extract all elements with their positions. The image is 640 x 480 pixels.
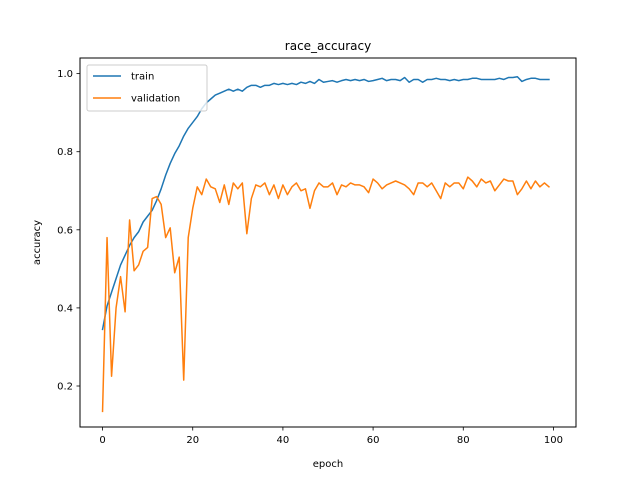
x-tick-label: 20 — [186, 435, 199, 446]
x-tick-label: 80 — [457, 435, 470, 446]
y-axis-label: accuracy — [32, 220, 43, 265]
legend-label-train: train — [131, 72, 154, 83]
x-tick-label: 100 — [544, 435, 563, 446]
legend: train validation — [86, 64, 208, 112]
y-tick-label: 0.4 — [57, 303, 73, 314]
series-line-train — [101, 75, 550, 331]
legend-label-validation: validation — [131, 94, 180, 105]
y-tick-label: 0.8 — [57, 147, 73, 158]
plot-frame — [79, 57, 577, 428]
x-tick-label: 0 — [99, 435, 105, 446]
y-tick-label: 0.2 — [57, 382, 73, 393]
series-line-validation — [101, 176, 551, 413]
series-layer — [101, 75, 551, 413]
x-axis-ticks: 0 20 40 60 80 100 — [99, 427, 563, 446]
chart-title: race_accuracy — [285, 39, 371, 53]
y-tick-label: 0.6 — [57, 225, 73, 236]
x-tick-label: 60 — [367, 435, 380, 446]
y-axis-ticks: 0.2 0.4 0.6 0.8 1.0 — [57, 69, 80, 393]
x-axis-label: epoch — [313, 459, 343, 470]
y-tick-label: 1.0 — [57, 69, 73, 80]
x-tick-label: 40 — [277, 435, 290, 446]
